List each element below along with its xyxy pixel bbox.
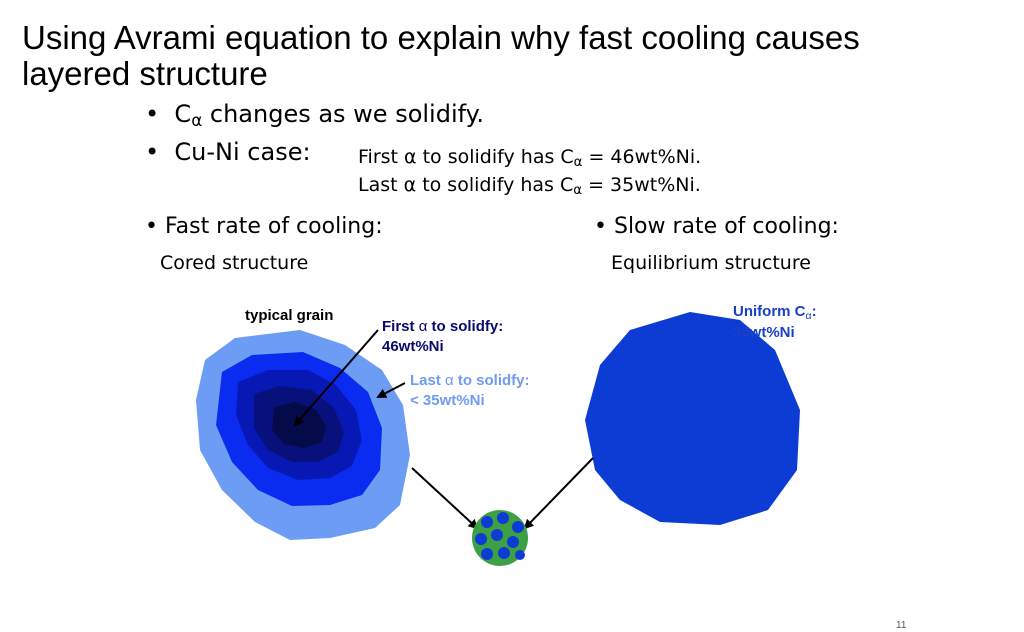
slow-to-mixed-arrow — [523, 457, 594, 530]
fast-to-mixed-arrow — [411, 467, 479, 530]
alpha-symbol: α — [403, 174, 417, 196]
bullet-cu-ni-case: • Cu-Ni case: — [145, 138, 311, 166]
bullet-dot: • — [145, 100, 160, 128]
typical-grain-label: typical grain — [245, 307, 334, 324]
bullet1-text: changes as we solidify. — [202, 100, 485, 128]
slide-title: Using Avrami equation to explain why fas… — [22, 20, 860, 92]
last-alpha-arrow — [376, 382, 406, 398]
text: Last — [410, 372, 446, 389]
uniform-value: 35wt%Ni — [733, 324, 795, 341]
cu-ni-label: Cu-Ni case: — [174, 138, 311, 166]
text: Last — [358, 174, 404, 196]
text: Uniform C — [733, 303, 806, 320]
alpha-subscript: α — [191, 110, 203, 131]
uniform-grain — [585, 312, 800, 525]
first-alpha-line: First α to solidify has Cα = 46wt%Ni. — [358, 145, 701, 172]
title-line-1: Using Avrami equation to explain why fas… — [22, 19, 860, 56]
c-symbol: C — [174, 100, 192, 128]
slow-cooling-heading: • Slow rate of cooling: — [594, 214, 839, 240]
bullet-dot: • — [145, 214, 158, 239]
cored-structure-label: Cored structure — [160, 252, 309, 274]
alpha-subscript: α — [573, 155, 583, 171]
text: = 46wt%Ni. — [582, 146, 702, 168]
alpha-symbol: α — [404, 146, 417, 168]
alpha-subscript: α — [573, 183, 583, 199]
text: = 35wt%Ni. — [582, 174, 701, 196]
last-alpha-label: Last α to solidfy: < 35wt%Ni — [410, 371, 530, 411]
alpha-symbol: α — [418, 318, 428, 335]
title-line-2: layered structure — [22, 55, 268, 92]
first-alpha-arrow — [293, 329, 379, 427]
fast-cooling-text: Fast rate of cooling: — [164, 214, 383, 239]
bullet-dot: • — [145, 138, 160, 166]
uniform-c-alpha-label: Uniform Cα: 35wt%Ni — [733, 302, 817, 343]
last-alpha-value: < 35wt%Ni — [410, 392, 485, 409]
text: First — [358, 146, 405, 168]
text: to solidfy: — [427, 318, 504, 335]
first-alpha-value: 46wt%Ni — [382, 338, 444, 355]
alpha-symbol: α — [445, 372, 454, 389]
last-alpha-line: Last α to solidify has Cα = 35wt%Ni. — [358, 173, 701, 200]
equilibrium-structure-label: Equilibrium structure — [611, 252, 811, 274]
mixed-small-grain — [472, 510, 528, 566]
text: to solidify has C — [416, 174, 574, 196]
text: to solidify has C — [416, 146, 574, 168]
first-alpha-label: First α to solidfy: 46wt%Ni — [382, 317, 503, 357]
text: to solidfy: — [453, 372, 530, 389]
slow-cooling-text: Slow rate of cooling: — [613, 214, 839, 239]
slide-number: 11 — [896, 620, 907, 631]
text: First — [382, 318, 419, 335]
bullet-dot: • — [594, 214, 607, 239]
text: : — [811, 303, 817, 320]
alpha-subscript: α — [805, 309, 812, 322]
bullet-c-alpha-changes: • Cα changes as we solidify. — [145, 100, 484, 130]
fast-cooling-heading: • Fast rate of cooling: — [145, 214, 383, 240]
